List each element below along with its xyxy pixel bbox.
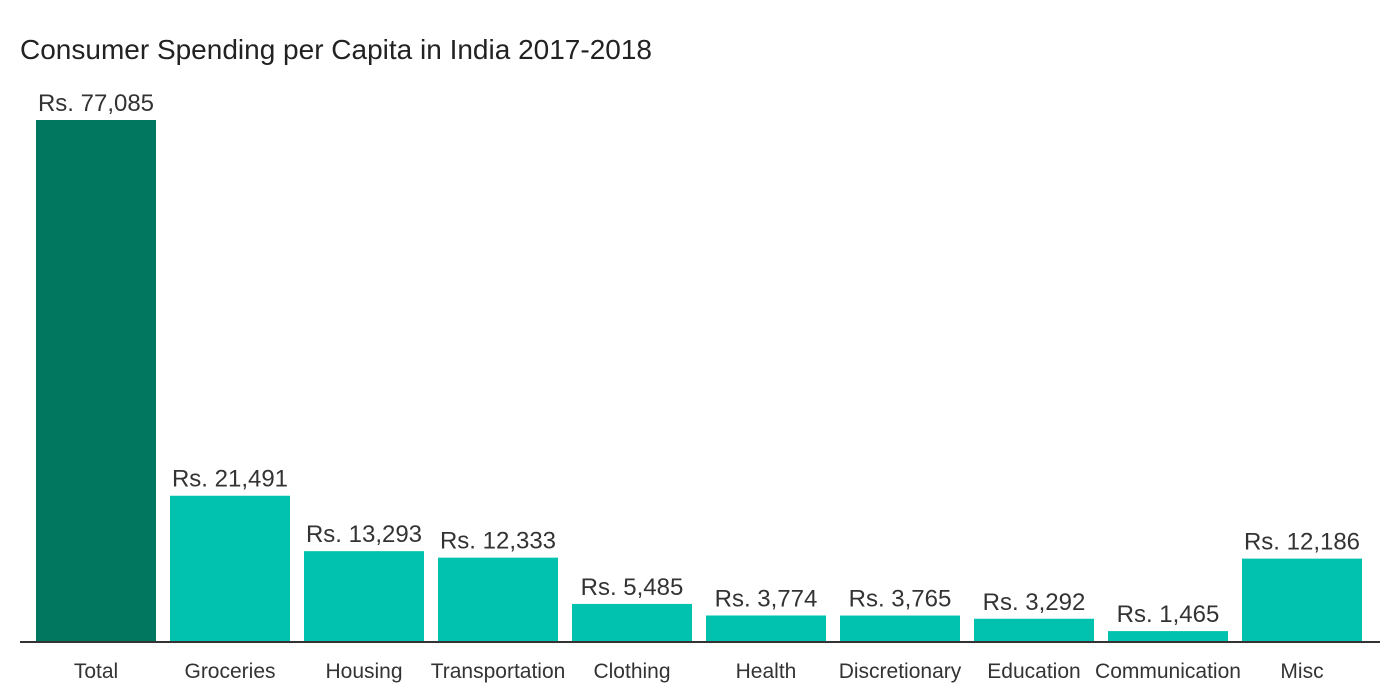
category-label-transportation: Transportation	[431, 660, 566, 683]
category-label-total: Total	[74, 660, 118, 683]
value-label-misc: Rs. 12,186	[1244, 529, 1360, 556]
category-label-clothing: Clothing	[593, 660, 670, 683]
value-label-discretionary: Rs. 3,765	[849, 586, 952, 613]
bar-transportation	[438, 557, 558, 641]
category-label-communication: Communication	[1095, 660, 1241, 683]
category-labels-group: Total Groceries Housing Transportation Cloth…	[74, 660, 1324, 683]
category-label-health: Health	[736, 660, 797, 683]
bar-total	[36, 120, 156, 641]
value-label-total: Rs. 77,085	[38, 90, 154, 117]
bar-education	[974, 618, 1094, 641]
category-label-discretionary: Discretionary	[839, 660, 962, 683]
bar-groceries	[170, 495, 290, 641]
value-label-communication: Rs. 1,465	[1117, 601, 1220, 628]
value-label-housing: Rs. 13,293	[306, 521, 422, 548]
category-label-misc: Misc	[1280, 660, 1323, 683]
bar-misc	[1242, 558, 1362, 641]
bar-health	[706, 615, 826, 641]
value-label-clothing: Rs. 5,485	[581, 574, 684, 601]
value-label-health: Rs. 3,774	[715, 585, 818, 612]
value-labels-group: Rs. 77,085 Rs. 21,491 Rs. 13,293 Rs. 12,333…	[38, 90, 1360, 628]
category-label-groceries: Groceries	[184, 660, 275, 683]
chart-title: Consumer Spending per Capita in India 20…	[20, 34, 652, 65]
value-label-transportation: Rs. 12,333	[440, 528, 556, 555]
bar-discretionary	[840, 615, 960, 641]
category-label-education: Education	[987, 660, 1080, 683]
bars-group	[36, 120, 1362, 641]
bar-housing	[304, 551, 424, 641]
value-label-groceries: Rs. 21,491	[172, 466, 288, 493]
category-label-housing: Housing	[325, 660, 402, 683]
bar-communication	[1108, 631, 1228, 641]
value-label-education: Rs. 3,292	[983, 589, 1086, 616]
bar-clothing	[572, 603, 692, 641]
